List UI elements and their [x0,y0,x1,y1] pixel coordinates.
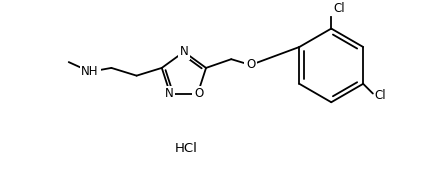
Text: NH: NH [81,65,99,78]
Text: N: N [165,87,174,100]
Text: Cl: Cl [375,89,386,102]
Text: O: O [246,58,255,71]
Text: N: N [179,45,188,58]
Text: Cl: Cl [333,2,345,15]
Text: O: O [194,87,203,100]
Text: HCl: HCl [174,142,197,155]
